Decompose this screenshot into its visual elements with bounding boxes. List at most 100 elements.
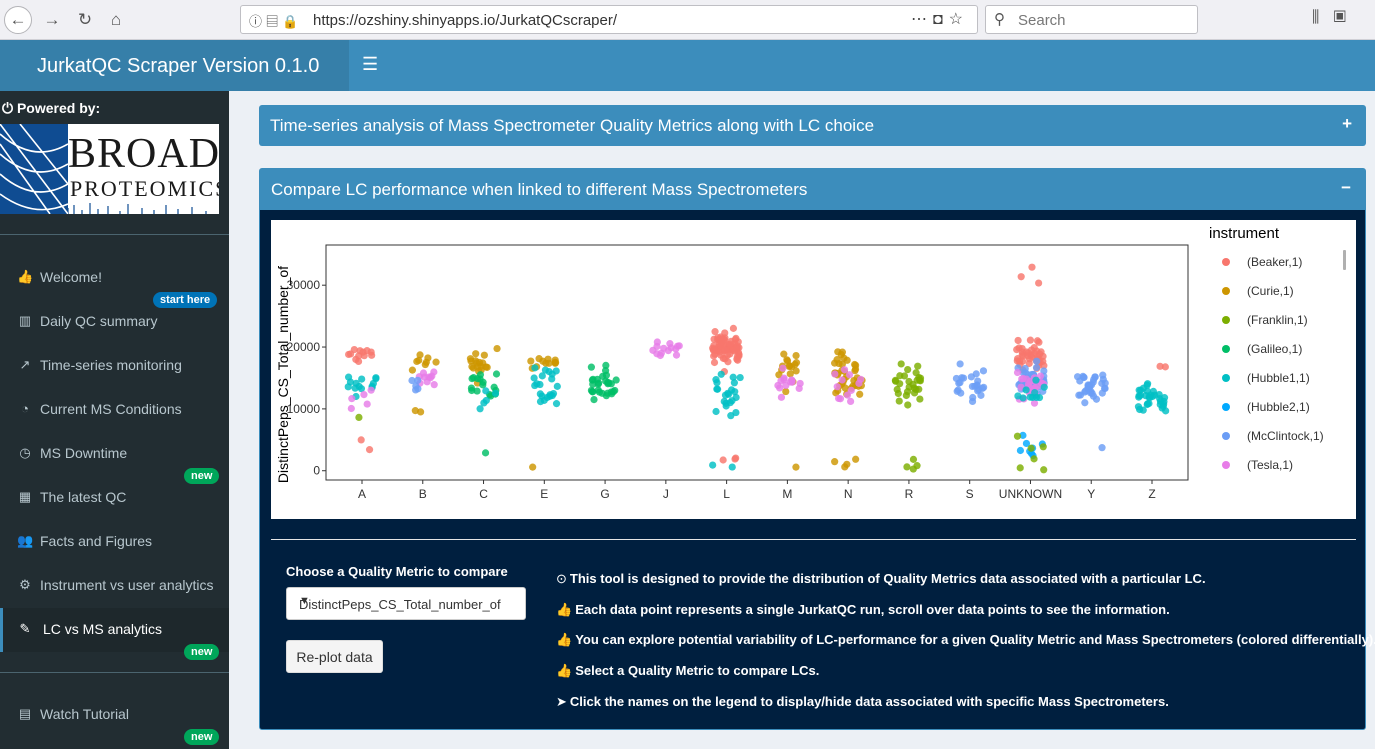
legend-item-label[interactable]: (McClintock,1) <box>1247 429 1324 443</box>
table-icon: ▦ <box>18 489 32 504</box>
data-point <box>1016 446 1025 455</box>
legend-item-label[interactable]: (Galileo,1) <box>1247 342 1302 356</box>
legend-item-label[interactable]: (Tesla,1) <box>1247 458 1293 472</box>
data-point <box>467 384 476 392</box>
expand-icon[interactable]: + <box>1342 114 1352 133</box>
data-point <box>365 446 374 454</box>
data-point <box>840 354 848 362</box>
data-point <box>717 370 725 378</box>
legend-item-label[interactable]: (Curie,1) <box>1247 284 1294 298</box>
sidebar-item-instrument-vs-user-analytics[interactable]: ⚙ Instrument vs user analytics <box>0 564 229 608</box>
data-point <box>710 358 719 367</box>
legend-marker <box>1222 403 1230 411</box>
data-point <box>414 376 422 384</box>
scatter-plot[interactable]: 0 10000 20000 30000 A B C E G J L M N R S UNKNOWN Y Z Dist… <box>271 220 1356 519</box>
data-point <box>840 366 849 374</box>
data-point <box>1142 392 1150 400</box>
url-bar[interactable]: ⓘ ▤ 🔒 https://ozshiny.shinyapps.io/Jurka… <box>240 5 978 34</box>
legend-item-label[interactable]: (Beaker,1) <box>1247 255 1302 269</box>
time-series-box-header[interactable]: Time-series analysis of Mass Spectromete… <box>259 105 1366 146</box>
caret-down-icon: ▼ <box>299 595 310 607</box>
sidebar-item-daily-qc-summary[interactable]: ▥ Daily QC summary <box>18 313 158 329</box>
scatter-plot-container[interactable]: 0 10000 20000 30000 A B C E G J L M N R S UNKNOWN Y Z Dist… <box>271 220 1356 519</box>
library-icon[interactable]: ⫼▣ <box>1312 9 1361 26</box>
data-point <box>713 385 722 393</box>
data-point <box>473 387 481 395</box>
sidebar-item-watch-tutorial[interactable]: ▤ Watch Tutorial <box>18 706 129 722</box>
data-point <box>1032 376 1040 384</box>
app-logo[interactable]: JurkatQC Scraper Version 0.1.0 <box>0 40 349 91</box>
data-point <box>780 350 788 358</box>
data-point <box>609 388 618 396</box>
app-header: JurkatQC Scraper Version 0.1.0 ☰ <box>0 40 1375 91</box>
legend-marker <box>1222 316 1230 324</box>
lc-ms-compare-box-header[interactable]: Compare LC performance when linked to di… <box>260 169 1365 210</box>
box-title: Compare LC performance when linked to di… <box>271 180 808 199</box>
data-point <box>588 388 596 396</box>
y-tick-label: 10000 <box>287 402 321 416</box>
data-point <box>836 395 845 403</box>
data-point <box>720 397 728 406</box>
url-text[interactable]: https://ozshiny.shinyapps.io/JurkatQCscr… <box>313 12 618 29</box>
data-point <box>1030 399 1039 407</box>
sidebar-item-facts-and-figures[interactable]: 👥 Facts and Figures <box>17 533 153 549</box>
reload-icon[interactable]: ↻ <box>77 10 93 29</box>
data-point <box>1014 392 1022 400</box>
data-point <box>472 357 480 365</box>
sidebar-toggle-icon[interactable]: ☰ <box>362 54 379 74</box>
data-point <box>777 393 786 401</box>
site-info-icon[interactable]: ⓘ ▤ 🔒 <box>249 14 299 29</box>
sidebar-item-the-latest-qc[interactable]: ▦ The latest QC <box>18 489 127 505</box>
legend-item-label[interactable]: (Hubble2,1) <box>1247 400 1310 414</box>
data-point <box>851 360 859 369</box>
data-point <box>956 360 964 368</box>
data-point <box>1022 439 1031 448</box>
browser-search-input[interactable]: ⚲ Search <box>985 5 1198 34</box>
back-icon[interactable]: ← <box>4 6 32 34</box>
sidebar-item-ms-downtime[interactable]: ◷ MS Downtime <box>0 432 229 476</box>
data-point <box>916 395 924 403</box>
x-tick-label: M <box>782 487 792 501</box>
data-point <box>1028 263 1036 271</box>
data-point <box>428 372 436 380</box>
data-point <box>779 364 787 372</box>
data-point <box>847 386 855 394</box>
data-point <box>552 400 561 408</box>
app-title: JurkatQC Scraper Version 0.1.0 <box>37 55 320 77</box>
replot-button[interactable]: Re-plot data <box>286 640 383 673</box>
sidebar-item-current-ms-conditions[interactable]: ◔ Current MS Conditions <box>0 388 229 432</box>
legend-item-label[interactable]: (Franklin,1) <box>1247 313 1308 327</box>
sidebar-item-time-series-monitoring[interactable]: ↗ Time-series monitoring <box>0 344 229 388</box>
forward-icon[interactable]: → <box>43 10 61 29</box>
data-point <box>533 380 541 388</box>
data-point <box>535 355 543 363</box>
data-point <box>843 391 852 399</box>
data-point <box>709 461 717 469</box>
collapse-icon[interactable]: − <box>1341 178 1351 197</box>
data-point <box>1162 407 1170 415</box>
metric-select[interactable]: DistinctPeps_CS_Total_number_of ▼ <box>286 587 526 620</box>
data-point <box>838 376 846 384</box>
data-point <box>529 463 537 471</box>
lc-ms-compare-box: Compare LC performance when linked to di… <box>259 168 1375 730</box>
page-actions-icon[interactable]: ⋯◘☆ <box>910 11 969 28</box>
data-point <box>788 377 796 385</box>
legend-item-label[interactable]: (Hubble1,1) <box>1247 371 1310 385</box>
data-point <box>1030 343 1038 352</box>
data-point <box>780 374 788 382</box>
data-point <box>1098 444 1106 452</box>
data-point <box>712 407 720 416</box>
data-point <box>729 324 738 332</box>
data-point <box>972 370 980 378</box>
x-tick-label: J <box>663 487 669 501</box>
thumbs-up-icon: 👍 <box>17 269 34 284</box>
sidebar-item-welcome[interactable]: 👍 Welcome! <box>17 269 102 285</box>
data-point <box>1021 364 1029 373</box>
data-point <box>1039 443 1047 451</box>
home-icon[interactable]: ⌂ <box>110 10 122 29</box>
data-point <box>483 363 491 371</box>
data-point <box>1035 393 1044 402</box>
data-point <box>1023 352 1032 360</box>
dashboard-icon: ◔ <box>21 401 29 416</box>
data-point <box>344 383 352 391</box>
